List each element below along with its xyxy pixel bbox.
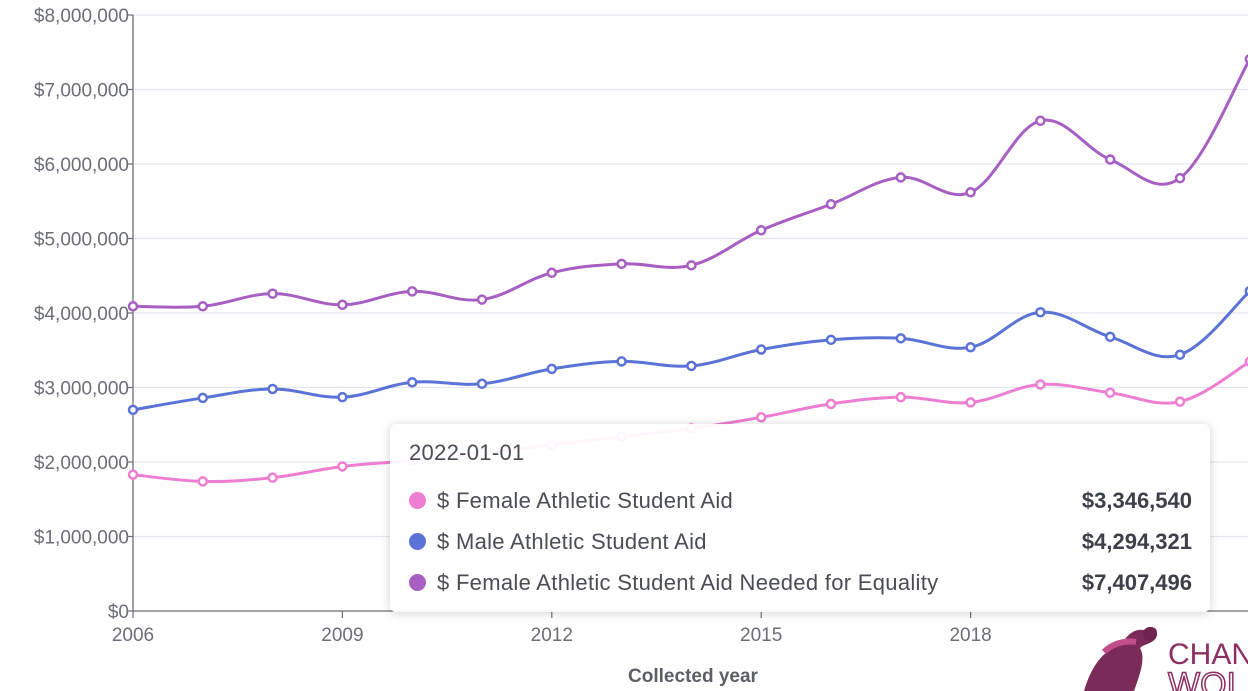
y-tick-label: $5,000,000: [34, 230, 129, 251]
data-point[interactable]: [267, 288, 278, 299]
data-point[interactable]: [965, 342, 976, 353]
data-point[interactable]: [127, 469, 139, 480]
tooltip-row-equality-aid: $ Female Athletic Student Aid Needed for…: [409, 562, 1192, 603]
data-point[interactable]: [895, 172, 907, 183]
x-tick-label: 2006: [112, 625, 154, 646]
x-axis-title: Collected year: [628, 666, 758, 687]
data-point[interactable]: [1104, 154, 1116, 165]
male-aid-legend-dot: [409, 533, 426, 550]
x-tick-label: 2012: [531, 625, 573, 646]
brand-logo: CHAN WOI: [1064, 614, 1248, 691]
tooltip-series-value: $3,346,540: [1081, 487, 1192, 513]
data-point[interactable]: [1244, 286, 1248, 297]
data-point[interactable]: [476, 294, 488, 305]
data-point[interactable]: [1244, 54, 1248, 65]
tooltip-series-value: $4,294,321: [1081, 528, 1192, 554]
data-point[interactable]: [965, 187, 976, 198]
data-point[interactable]: [267, 472, 278, 483]
data-point[interactable]: [1035, 307, 1046, 318]
x-tick-label: 2015: [740, 625, 782, 646]
y-tick-label: $0: [108, 602, 129, 623]
y-tick-label: $3,000,000: [34, 379, 129, 400]
data-point[interactable]: [337, 461, 348, 472]
data-point[interactable]: [267, 383, 278, 395]
data-point[interactable]: [825, 334, 837, 346]
y-tick-label: $1,000,000: [34, 528, 129, 549]
data-point[interactable]: [755, 412, 767, 423]
series-line-equality-aid: [132, 59, 1248, 309]
data-point[interactable]: [1035, 379, 1046, 390]
data-point[interactable]: [1174, 172, 1186, 184]
data-point[interactable]: [965, 397, 976, 408]
series-line-male-aid: [132, 290, 1248, 412]
y-tick-label: $8,000,000: [34, 6, 129, 27]
data-point[interactable]: [546, 267, 558, 279]
data-point[interactable]: [616, 258, 627, 270]
tooltip-row-male-aid: $ Male Athletic Student Aid $4,294,321: [409, 521, 1192, 562]
series-male-aid: [127, 286, 1248, 416]
logo-text-bottom: WOI: [1168, 666, 1236, 691]
tooltip-series-name: $ Female Athletic Student Aid Needed for…: [437, 569, 939, 595]
data-point[interactable]: [337, 391, 348, 403]
tooltip-series-name: $ Male Athletic Student Aid: [437, 528, 707, 554]
data-point[interactable]: [895, 333, 907, 344]
y-tick-label: $6,000,000: [34, 155, 129, 176]
data-point[interactable]: [197, 476, 209, 487]
data-point[interactable]: [755, 344, 767, 355]
data-point[interactable]: [127, 404, 139, 416]
champion-women-logo-icon: CHAN WOI: [1084, 627, 1248, 691]
data-point[interactable]: [197, 392, 209, 404]
tooltip-title: 2022-01-01: [409, 440, 525, 465]
logo-text-top: CHAN: [1168, 638, 1248, 671]
data-point[interactable]: [1035, 115, 1046, 127]
data-point[interactable]: [406, 377, 418, 388]
data-point[interactable]: [197, 301, 209, 312]
data-point[interactable]: [1174, 349, 1186, 360]
data-point[interactable]: [895, 391, 907, 403]
data-point[interactable]: [1104, 387, 1116, 398]
y-tick-label: $4,000,000: [34, 304, 129, 325]
data-point[interactable]: [406, 286, 418, 297]
data-point[interactable]: [127, 301, 139, 312]
tooltip-series-value: $7,407,496: [1081, 569, 1192, 595]
tooltip-row-female-aid: $ Female Athletic Student Aid $3,346,540: [409, 480, 1192, 521]
tooltip-series-name: $ Female Athletic Student Aid: [437, 487, 734, 513]
data-point[interactable]: [1104, 331, 1116, 343]
x-tick-label: 2018: [949, 625, 991, 646]
data-point[interactable]: [546, 363, 558, 375]
data-point[interactable]: [755, 225, 767, 236]
data-point[interactable]: [337, 299, 348, 311]
chart-tooltip: 2022-01-01 $ Female Athletic Student Aid…: [390, 424, 1210, 612]
data-point[interactable]: [616, 356, 627, 367]
y-tick-label: $7,000,000: [34, 81, 129, 102]
x-tick-label: 2009: [321, 625, 363, 646]
series-equality-aid: [127, 54, 1248, 312]
data-point[interactable]: [686, 360, 697, 372]
data-point[interactable]: [686, 260, 697, 271]
data-point[interactable]: [476, 378, 488, 390]
equality-aid-legend-dot: [409, 574, 426, 591]
y-tick-label: $2,000,000: [34, 453, 129, 474]
female-aid-legend-dot: [409, 492, 426, 509]
data-point[interactable]: [825, 198, 837, 210]
data-point[interactable]: [1174, 396, 1186, 407]
data-point[interactable]: [1244, 356, 1248, 367]
data-point[interactable]: [825, 398, 837, 410]
